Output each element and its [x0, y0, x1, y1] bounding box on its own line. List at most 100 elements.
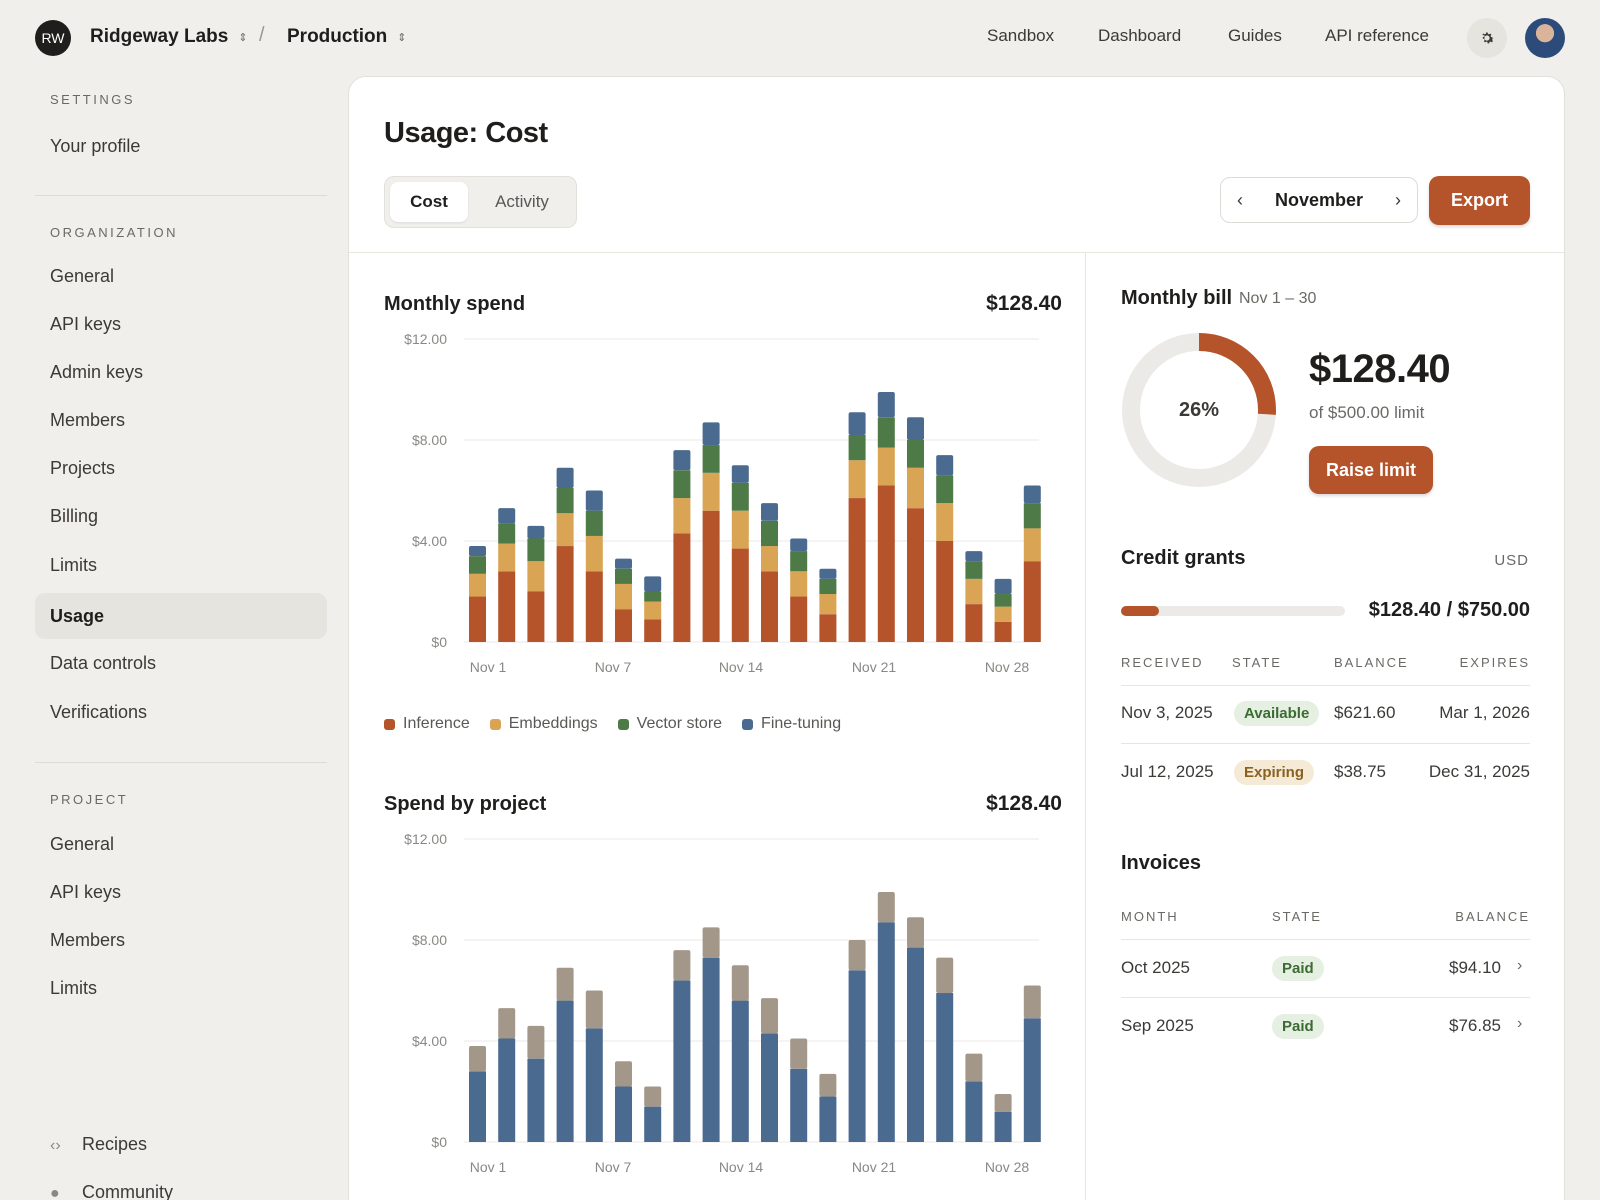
raise-limit-button[interactable]: Raise limit	[1309, 446, 1433, 494]
project-switcher[interactable]: Production ⇕	[287, 26, 407, 48]
nav-api-reference[interactable]: API reference	[1325, 26, 1429, 45]
bar-segment	[731, 548, 749, 642]
bar-segment	[1023, 528, 1041, 562]
table-divider	[1121, 743, 1530, 744]
bar-segment	[965, 561, 983, 579]
bar-segment	[790, 571, 808, 597]
bar-segment	[877, 447, 895, 486]
people-icon: ●	[50, 1185, 60, 1200]
bar-segment	[615, 609, 632, 642]
org-switcher[interactable]: Ridgeway Labs ⇕	[90, 26, 248, 48]
sidebar-item-usage[interactable]: Usage	[35, 593, 327, 639]
bar-segment	[585, 535, 603, 572]
invoice-row[interactable]: Oct 2025 Paid $94.10 ›	[1121, 940, 1530, 997]
sidebar-item-recipes[interactable]: ‹› Recipes	[35, 1121, 327, 1167]
sidebar-item-org-members[interactable]: Members	[50, 410, 126, 430]
settings-button[interactable]	[1467, 18, 1507, 58]
main-panel: Usage: Cost Cost Activity ‹ November › E…	[348, 76, 1565, 1200]
bar-segment	[848, 460, 866, 499]
nav-sandbox[interactable]: Sandbox	[987, 26, 1055, 45]
bar-segment	[469, 556, 486, 574]
sidebar-item-org-limits[interactable]: Limits	[50, 555, 98, 575]
sidebar-item-project-general[interactable]: General	[50, 834, 115, 854]
legend-label: Vector store	[636, 715, 723, 732]
bar-segment	[527, 561, 545, 592]
credit-usage-summary: $128.40 / $750.00	[1368, 599, 1530, 621]
bar-segment	[498, 1008, 516, 1039]
bar-segment	[936, 503, 954, 541]
grant-received: Jul 12, 2025	[1121, 762, 1214, 781]
bar-segment	[877, 392, 895, 418]
tab-activity[interactable]: Activity	[495, 192, 549, 211]
bar-segment	[731, 965, 749, 1001]
sidebar-item-your-profile[interactable]: Your profile	[50, 136, 141, 156]
bar-segment	[673, 950, 691, 981]
bar-segment	[702, 927, 720, 958]
sidebar-item-verifications[interactable]: Verifications	[50, 702, 148, 722]
bar-segment	[877, 485, 895, 642]
bar-segment	[673, 470, 691, 499]
invoice-balance: $94.10	[1449, 958, 1501, 977]
sidebar-item-label: Recipes	[82, 1134, 148, 1154]
bar-segment	[877, 892, 895, 923]
grant-balance: $621.60	[1334, 703, 1396, 722]
bar-segment	[907, 508, 924, 642]
x-tick-label: Nov 7	[595, 1159, 632, 1175]
column-header-balance: BALANCE	[1334, 655, 1409, 670]
sidebar-item-admin-keys[interactable]: Admin keys	[50, 362, 144, 382]
bar-segment	[585, 990, 603, 1029]
prev-month-button[interactable]: ‹	[1237, 190, 1243, 210]
header-divider	[349, 252, 1564, 253]
sidebar-section-project: PROJECT	[50, 792, 129, 807]
bar-segment	[498, 508, 516, 524]
nav-dashboard[interactable]: Dashboard	[1098, 26, 1182, 45]
nav-guides[interactable]: Guides	[1228, 26, 1282, 45]
export-button[interactable]: Export	[1429, 176, 1530, 225]
org-name: Ridgeway Labs	[90, 26, 229, 47]
bar-segment	[965, 1053, 983, 1082]
bar-segment	[790, 551, 808, 572]
sidebar-item-org-api-keys[interactable]: API keys	[50, 314, 122, 334]
sidebar-item-project-limits[interactable]: Limits	[50, 978, 98, 998]
sidebar-item-data-controls[interactable]: Data controls	[50, 653, 157, 673]
bar-segment	[1023, 485, 1041, 504]
legend-swatch	[489, 718, 501, 730]
bar-segment	[469, 546, 486, 557]
x-tick-label: Nov 28	[985, 659, 1030, 675]
updown-chevron-icon: ⇕	[238, 31, 248, 44]
org-avatar[interactable]: RW	[35, 20, 71, 56]
bar-segment	[615, 1086, 632, 1142]
bar-segment	[498, 523, 516, 544]
user-avatar[interactable]	[1525, 18, 1565, 58]
bar-segment	[965, 578, 983, 605]
sidebar-item-org-general[interactable]: General	[50, 266, 115, 286]
x-tick-label: Nov 7	[595, 659, 632, 675]
credit-progress-bar	[1121, 606, 1345, 616]
bar-segment	[965, 1081, 983, 1142]
y-tick-label: $8.00	[412, 432, 447, 448]
sidebar-item-billing[interactable]: Billing	[50, 506, 99, 526]
sidebar-item-community[interactable]: ● Community	[35, 1169, 327, 1200]
top-bar: RW Ridgeway Labs ⇕ / Production ⇕ Sandbo…	[0, 0, 1600, 76]
bar-segment	[731, 1000, 749, 1142]
bar-segment	[1023, 1018, 1041, 1142]
sidebar-item-project-members[interactable]: Members	[50, 930, 126, 950]
x-tick-label: Nov 14	[719, 1159, 764, 1175]
bar-segment	[585, 490, 603, 511]
bar-segment	[965, 604, 983, 642]
bar-segment	[673, 533, 691, 642]
sidebar-item-projects[interactable]: Projects	[50, 458, 116, 478]
invoice-balance: $76.85	[1449, 1016, 1501, 1035]
column-header-balance: BALANCE	[1455, 909, 1530, 924]
tab-cost[interactable]: Cost	[390, 182, 468, 222]
invoice-row[interactable]: Sep 2025 Paid $76.85 ›	[1121, 998, 1530, 1055]
chevron-right-icon: ›	[1517, 957, 1523, 974]
legend-swatch	[742, 718, 754, 730]
bar-segment	[498, 571, 516, 642]
next-month-button[interactable]: ›	[1395, 190, 1401, 210]
bar-segment	[936, 957, 954, 994]
bar-segment	[994, 594, 1012, 607]
bar-segment	[936, 541, 954, 642]
sidebar-item-project-api-keys[interactable]: API keys	[50, 882, 122, 902]
credit-grants-currency: USD	[1494, 552, 1529, 569]
